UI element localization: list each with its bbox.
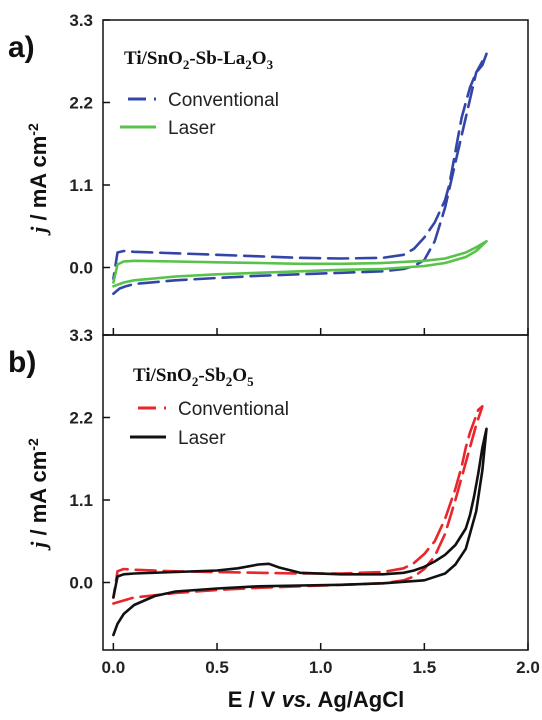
panel-b-legend-title: Ti/SnO2-Sb2O5 [133, 365, 254, 389]
panel-a-legend-label-conventional: Conventional [168, 90, 279, 111]
panel-b-ytick-label-0: 0.0 [69, 574, 93, 593]
panel-b-series-laser-curve [112, 427, 488, 637]
panel-a-series-conventional-curve [112, 52, 488, 296]
xtick-label-1: 0.5 [205, 658, 229, 677]
panel-a-ytick-label-3: 3.3 [69, 11, 93, 30]
panel-a-yticks: 0.0 1.1 2.2 3.3 [69, 11, 110, 278]
panel-a-y-axis-label: j / mA cm-2 [25, 123, 51, 236]
panel-b-series-conventional-curve [112, 405, 484, 605]
panel-a-legend-label-laser: Laser [168, 118, 216, 139]
panel-b: b) 0.0 1.1 2.2 3.3 Ti/SnO2-Sb2O5 Convention… [8, 326, 529, 651]
x-axis-label: E / V vs. Ag/AgCl [228, 687, 404, 712]
panel-b-yticks: 0.0 1.1 2.2 3.3 [69, 326, 110, 593]
panel-a-ytick-label-1: 1.1 [69, 176, 93, 195]
xtick-label-2: 1.0 [309, 658, 333, 677]
panel-b-ytick-label-2: 2.2 [69, 409, 93, 428]
panel-b-letter: b) [8, 346, 36, 379]
panel-b-ytick-label-1: 1.1 [69, 491, 93, 510]
panel-a-ytick-label-0: 0.0 [69, 259, 93, 278]
panel-b-y-axis-label: j / mA cm-2 [25, 438, 51, 551]
panel-a-letter: a) [8, 31, 35, 64]
panel-b-ytick-label-3: 3.3 [69, 326, 93, 345]
panel-b-frame [102, 334, 529, 651]
xtick-label-4: 2.0 [516, 658, 540, 677]
panel-b-legend-label-conventional: Conventional [178, 399, 289, 420]
xtick-label-0: 0.0 [102, 658, 126, 677]
panel-b-series [112, 405, 488, 637]
x-axis: 0.0 0.5 1.0 1.5 2.0 [102, 328, 540, 677]
panel-b-legend-label-laser: Laser [178, 428, 226, 449]
panel-a-series [112, 52, 488, 296]
xtick-label-3: 1.5 [413, 658, 437, 677]
panel-a-series-laser-curve [112, 240, 488, 288]
panel-a: a) 0.0 1.1 2.2 3.3 Ti/SnO2-Sb-La2O3 Convent… [8, 11, 529, 336]
panel-a-legend-title: Ti/SnO2-Sb-La2O3 [124, 48, 274, 72]
panel-a-ytick-label-2: 2.2 [69, 94, 93, 113]
